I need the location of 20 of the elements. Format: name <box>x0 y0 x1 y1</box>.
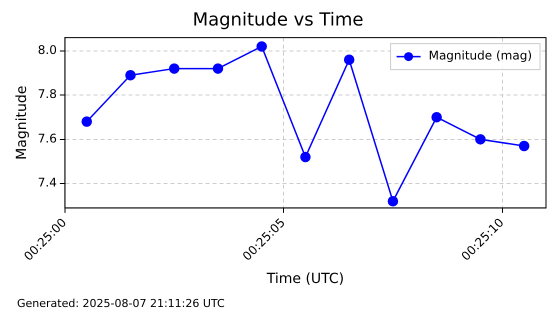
point <box>168 63 180 74</box>
legend-label: Magnitude (mag) <box>428 48 532 63</box>
y-tick-label: 7.4 <box>38 176 57 190</box>
chart-title: Magnitude vs Time <box>192 9 364 30</box>
point <box>518 140 530 152</box>
x-axis-title: Time (UTC) <box>266 271 344 288</box>
y-tick-label: 7.6 <box>38 131 57 146</box>
point <box>475 134 486 145</box>
point <box>82 116 92 127</box>
point <box>300 152 311 162</box>
point <box>256 41 267 52</box>
point <box>431 112 442 122</box>
point <box>212 63 224 74</box>
y-tick-label: 8.0 <box>38 42 57 57</box>
point <box>125 70 136 80</box>
text: Generated: 2025-08-07 21:11:26 UTC <box>17 297 225 310</box>
point <box>344 54 354 65</box>
y-tick-label: 7.8 <box>38 87 57 102</box>
y-axis-title: Magnitude <box>14 86 30 160</box>
point <box>388 196 398 207</box>
